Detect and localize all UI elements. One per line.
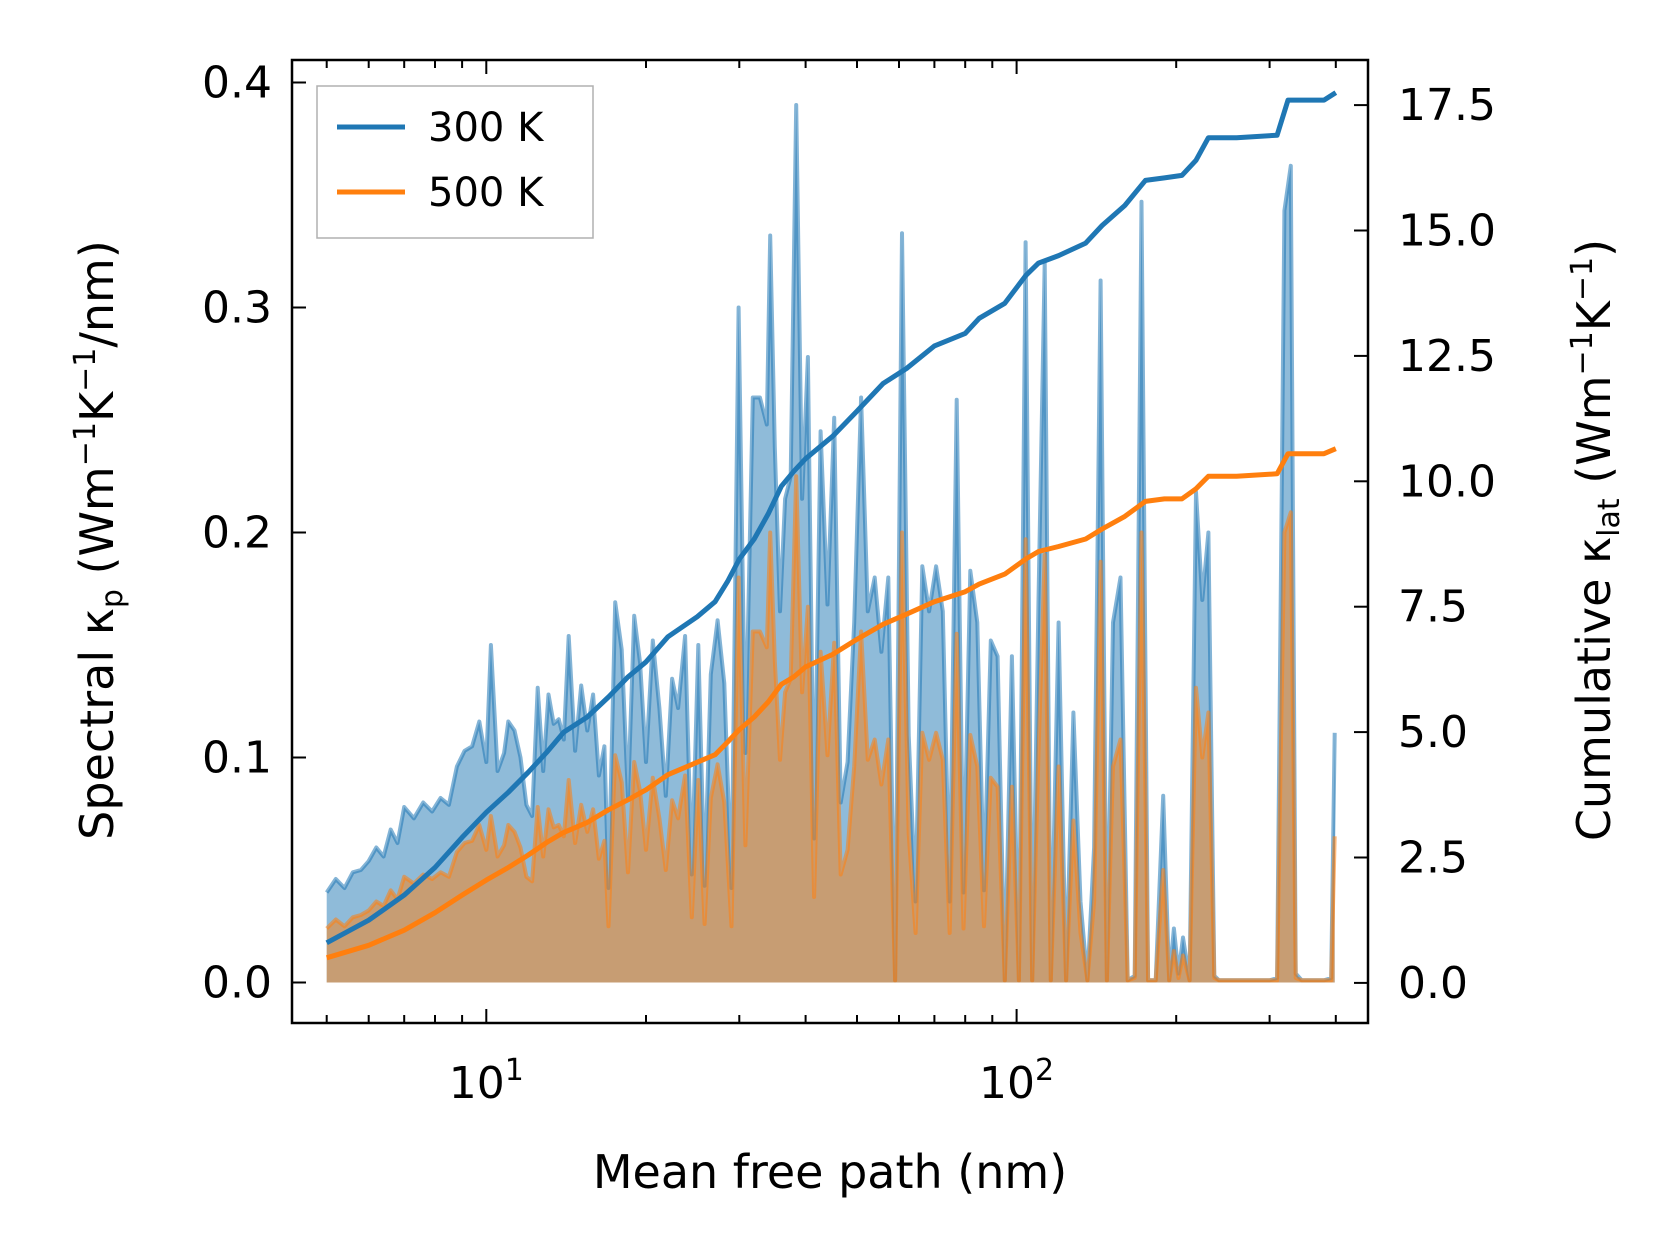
legend-label-500k: 500 K — [428, 170, 545, 216]
spectral-line-500k — [325, 474, 1337, 983]
y-tick-label-right: 15.0 — [1398, 206, 1496, 257]
y-tick-label-left: 0.0 — [202, 958, 272, 1009]
legend-label-300k: 300 K — [428, 105, 545, 151]
y-tick-label-left: 0.2 — [202, 508, 272, 559]
y-tick-label-left: 0.3 — [202, 283, 272, 334]
x-tick-label: 101 — [449, 1053, 524, 1109]
y-tick-label-right: 5.0 — [1398, 707, 1468, 758]
spectral-line-300k — [325, 103, 1337, 983]
x-axis-title: Mean free path (nm) — [593, 1145, 1067, 1199]
x-tick-label: 102 — [979, 1053, 1054, 1109]
y-tick-label-right: 12.5 — [1398, 331, 1496, 382]
cumulative-line-300k — [325, 90, 1338, 946]
plot-frame — [290, 58, 1370, 1025]
y-axis-title-left: Spectral κp (Wm−1K−1/nm) — [68, 240, 130, 840]
y-tick-label-right: 17.5 — [1398, 80, 1496, 131]
y-tick-label-right: 0.0 — [1398, 958, 1468, 1009]
y-tick-label-right: 2.5 — [1398, 833, 1468, 884]
y-tick-label-right: 7.5 — [1398, 582, 1468, 633]
legend: 300 K 500 K — [316, 85, 594, 239]
y-tick-label-left: 0.4 — [202, 58, 272, 109]
y-tick-label-right: 10.0 — [1398, 456, 1496, 507]
legend-frame — [316, 85, 594, 239]
cumulative-line-500k — [325, 446, 1337, 961]
y-axis-title-right: Cumulative κlat (Wm−1K−1) — [1565, 239, 1627, 841]
y-tick-label-left: 0.1 — [202, 733, 272, 784]
